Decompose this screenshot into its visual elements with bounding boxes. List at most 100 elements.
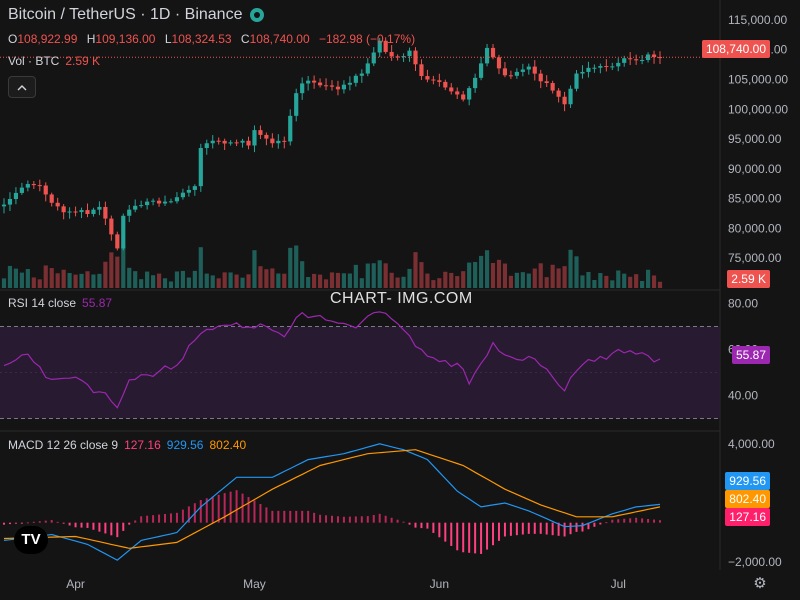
volume-bar xyxy=(19,272,24,288)
volume-bar xyxy=(168,281,174,288)
candlesticks[interactable] xyxy=(0,37,720,251)
macd-histogram-bar xyxy=(384,515,387,523)
candle-body xyxy=(288,115,293,142)
volume-bar xyxy=(479,255,484,288)
candle-body xyxy=(502,68,508,76)
volume-bar xyxy=(514,272,519,288)
price-tick-label: 85,000.00 xyxy=(728,192,782,206)
macd-histogram-bar xyxy=(32,521,35,523)
candle-body xyxy=(604,66,609,68)
collapse-legend-button[interactable] xyxy=(8,76,36,98)
tradingview-logo[interactable]: TV xyxy=(14,526,48,554)
volume-bar xyxy=(300,261,305,288)
candle-body xyxy=(532,66,537,74)
candle-body xyxy=(67,211,72,213)
candle-body xyxy=(574,73,579,89)
symbol-title[interactable]: Bitcoin / TetherUS · 1D · Binance xyxy=(8,6,265,24)
candle-body xyxy=(556,90,561,97)
volume-bar xyxy=(640,280,645,288)
candle-body xyxy=(365,63,370,74)
macd-histogram-bar xyxy=(611,519,614,523)
candle-body xyxy=(43,185,48,195)
macd-histogram-bar xyxy=(462,522,465,553)
macd-histogram-bar xyxy=(581,522,584,532)
price-tick-label: 90,000.00 xyxy=(728,162,782,176)
macd-histogram-bar xyxy=(605,522,608,524)
candle-body xyxy=(449,87,454,92)
volume-bar xyxy=(174,271,180,288)
rsi-value: 55.87 xyxy=(82,296,113,310)
candle-body xyxy=(61,206,66,213)
rsi-line xyxy=(3,311,661,409)
macd-histogram-bar xyxy=(289,510,292,523)
low-label: L xyxy=(164,32,172,46)
candle-body xyxy=(139,205,144,207)
volume-bar xyxy=(628,276,633,288)
candle-body xyxy=(192,186,197,190)
macd-hist-badge: 802.40 xyxy=(725,490,770,508)
candle-body xyxy=(7,198,13,205)
candle-body xyxy=(91,209,96,215)
macd-histogram-bar xyxy=(659,520,661,523)
macd-pane xyxy=(3,443,661,561)
candle-body xyxy=(520,69,525,72)
volume-bar xyxy=(598,273,603,288)
macd-histogram-bar xyxy=(98,522,101,532)
volume-bar xyxy=(133,271,138,288)
candle-body xyxy=(371,52,376,64)
candle-body xyxy=(270,138,275,144)
macd-histogram-bar xyxy=(205,498,208,523)
volume-bar xyxy=(490,262,496,288)
candle-body xyxy=(73,211,78,213)
macd-histogram-bar xyxy=(533,522,536,534)
high-value: 109,136.00 xyxy=(95,32,156,46)
volume-bar xyxy=(73,274,78,288)
time-tick-label: May xyxy=(243,577,266,591)
volume-bar xyxy=(55,273,60,288)
volume-bar xyxy=(192,270,197,288)
macd-histogram-bar xyxy=(104,522,107,534)
signal-line xyxy=(3,449,661,549)
volume-bar xyxy=(634,274,639,288)
macd-histogram-bar xyxy=(342,516,345,523)
macd-histogram-bar xyxy=(515,522,518,536)
gear-icon[interactable]: ⚙ xyxy=(753,575,767,592)
macd-histogram-bar xyxy=(545,522,548,535)
volume-bar xyxy=(85,271,90,288)
macd-histogram-bar xyxy=(641,518,644,523)
macd-histogram-bar xyxy=(468,522,471,553)
volume-bar xyxy=(657,281,663,288)
macd-histogram-bar xyxy=(456,522,459,551)
volume-bar xyxy=(91,274,96,288)
macd-histogram-bar xyxy=(563,522,566,537)
candle-body xyxy=(323,85,329,87)
volume-bar xyxy=(377,260,382,288)
macd-histogram-bar xyxy=(277,510,280,523)
market-status-icon[interactable] xyxy=(250,8,265,22)
time-axis[interactable]: Apr May Jun Jul xyxy=(66,577,626,591)
macd-histogram-bar xyxy=(152,515,155,523)
histogram-value: 802.40 xyxy=(209,438,247,452)
candle-body xyxy=(622,58,627,63)
macd-histogram-bar xyxy=(211,496,214,523)
time-tick-label: Jun xyxy=(430,577,449,591)
chevron-up-icon xyxy=(17,84,27,91)
volume-bar xyxy=(145,271,150,288)
candle-body xyxy=(37,185,42,187)
volume-bar xyxy=(115,256,120,288)
macd-histogram-bar xyxy=(116,522,119,538)
candle-body xyxy=(258,130,263,135)
volume-bar xyxy=(156,273,162,288)
macd-histogram-bar xyxy=(402,521,405,523)
macd-tick-label: −2,000.00 xyxy=(728,555,782,569)
macd-histogram-bar xyxy=(486,522,489,550)
macd-histogram-bar xyxy=(569,522,572,535)
volume-bar xyxy=(258,266,263,288)
volume-bar xyxy=(508,275,513,288)
volume-bar xyxy=(139,279,144,288)
macd-histogram-bar xyxy=(164,513,167,523)
volume-bar xyxy=(276,273,281,288)
candle-body xyxy=(640,60,645,62)
candle-body xyxy=(156,200,162,204)
